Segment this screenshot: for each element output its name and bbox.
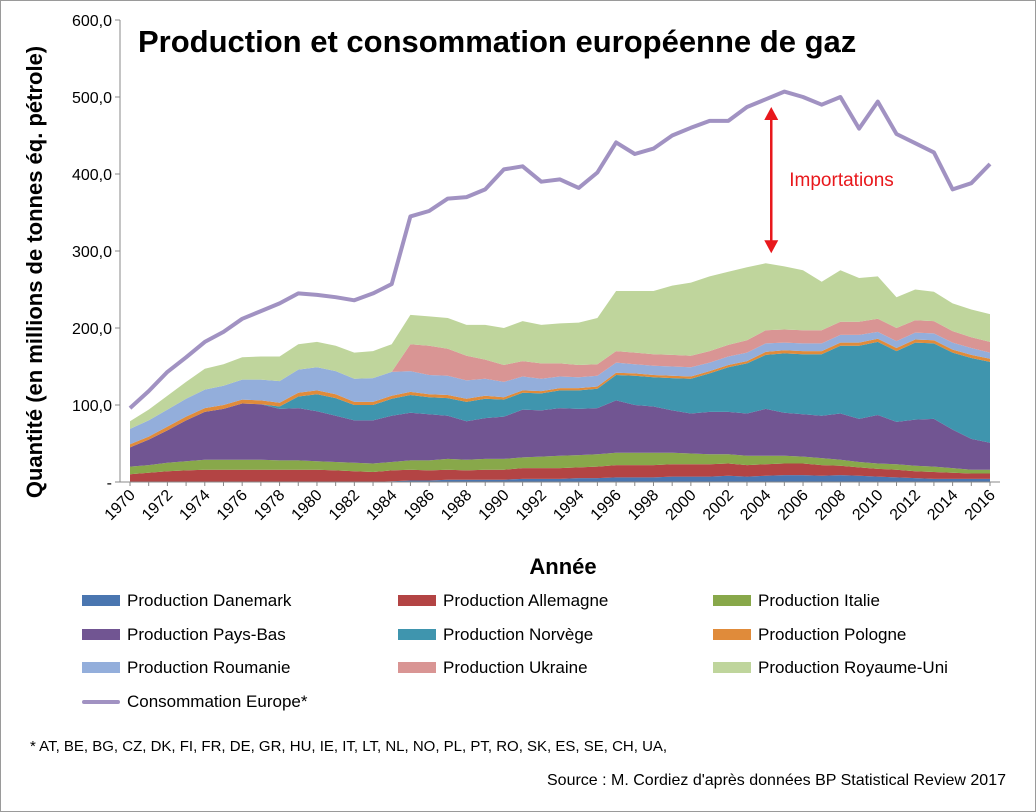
x-tick-label: 2014 (924, 487, 961, 524)
chart-title: Production et consommation européenne de… (138, 24, 856, 59)
area-production-ukraine (130, 318, 990, 429)
area-production-allemagne (130, 463, 990, 482)
x-tick-label: 1994 (550, 487, 587, 524)
x-tick-label: 2006 (775, 487, 812, 524)
legend-swatch-pologne (713, 629, 751, 640)
x-tick-label: 1976 (214, 487, 251, 524)
area-production-italie (130, 452, 990, 475)
y-tick-label: 400,0 (72, 167, 112, 184)
legend-label-royaume-uni: Production Royaume-Uni (758, 658, 948, 677)
x-tick-label: 1970 (102, 487, 139, 524)
imports-arrow-head-top (764, 107, 779, 121)
legend-swatch-danemark (82, 595, 120, 606)
legend-swatch-norvege (398, 629, 436, 640)
y-tick-label: 500,0 (72, 90, 112, 107)
x-tick-label: 1982 (326, 487, 363, 524)
legend-label-pays-bas: Production Pays-Bas (127, 625, 286, 644)
source-note: Source : M. Cordiez d'après données BP S… (547, 772, 1006, 789)
y-tick-label: - (107, 475, 112, 492)
x-tick-label: 1984 (363, 487, 400, 524)
legend-swatch-consommation (82, 700, 120, 704)
legend-label-consommation: Consommation Europe* (127, 692, 308, 711)
imports-label: Importations (789, 170, 894, 191)
legend-label-pologne: Production Pologne (758, 625, 907, 644)
x-tick-label: 1990 (476, 487, 513, 524)
imports-annotation: Importations (764, 107, 894, 254)
x-tick-label: 2000 (663, 487, 700, 524)
legend-swatch-ukraine (398, 662, 436, 673)
legend-label-roumanie: Production Roumanie (127, 658, 291, 677)
legend-label-italie: Production Italie (758, 591, 880, 610)
legend-swatch-pays-bas (82, 629, 120, 640)
x-tick-label: 2012 (887, 487, 924, 524)
stacked-areas (130, 263, 990, 482)
legend-label-danemark: Production Danemark (127, 591, 292, 610)
area-production-pays-bas (130, 400, 990, 470)
imports-arrow-head-bottom (764, 240, 779, 254)
x-tick-label: 2008 (812, 487, 849, 524)
legend-swatch-royaume-uni (713, 662, 751, 673)
x-ticks: 1970 1972 1974 1976 1978 1980 1982 1984 1986 1988… (102, 482, 999, 524)
legend-swatch-allemagne (398, 595, 436, 606)
legend-swatch-italie (713, 595, 751, 606)
area-production-pologne (130, 338, 990, 448)
y-axis-title: Quantité (en millions de tonnes éq. pétr… (22, 46, 47, 498)
x-tick-label: 1972 (139, 487, 176, 524)
legend-label-allemagne: Production Allemagne (443, 591, 609, 610)
y-ticks: - 100,0 200,0 300,0 400,0 500,0 600,0 (72, 13, 120, 492)
legend-swatch-roumanie (82, 662, 120, 673)
x-tick-label: 1974 (176, 487, 213, 524)
legend-label-norvege: Production Norvège (443, 625, 594, 644)
area-production-royaume-uni (130, 263, 990, 429)
x-tick-label: 1978 (251, 487, 288, 524)
area-production-roumanie (130, 331, 990, 445)
x-tick-label: 2004 (737, 487, 774, 524)
y-tick-label: 100,0 (72, 398, 112, 415)
legend-label-ukraine: Production Ukraine (443, 658, 588, 677)
x-tick-label: 1992 (513, 487, 550, 524)
x-tick-label: 2002 (700, 487, 737, 524)
x-tick-label: 1980 (289, 487, 326, 524)
footnote: * AT, BE, BG, CZ, DK, FI, FR, DE, GR, HU… (30, 738, 668, 755)
area-production-danemark (130, 475, 990, 482)
x-tick-label: 1996 (588, 487, 625, 524)
x-tick-label: 1988 (438, 487, 475, 524)
y-tick-label: 300,0 (72, 244, 112, 261)
x-tick-label: 1986 (401, 487, 438, 524)
area-production-norv-ge (130, 341, 990, 448)
x-tick-label: 2016 (962, 487, 999, 524)
y-tick-label: 200,0 (72, 321, 112, 338)
x-axis-title: Année (529, 554, 596, 579)
y-tick-label: 600,0 (72, 13, 112, 30)
x-tick-label: 2010 (849, 487, 886, 524)
x-tick-label: 1998 (625, 487, 662, 524)
consumption-line (128, 89, 992, 410)
